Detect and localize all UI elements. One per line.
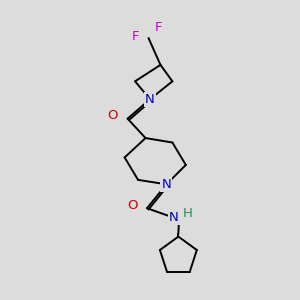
Text: O: O (107, 109, 117, 122)
Text: F: F (132, 30, 140, 43)
Text: F: F (155, 21, 163, 34)
Text: O: O (127, 199, 137, 212)
Text: N: N (145, 93, 155, 106)
Text: H: H (183, 207, 193, 220)
Text: N: N (161, 178, 171, 191)
Text: N: N (169, 211, 179, 224)
